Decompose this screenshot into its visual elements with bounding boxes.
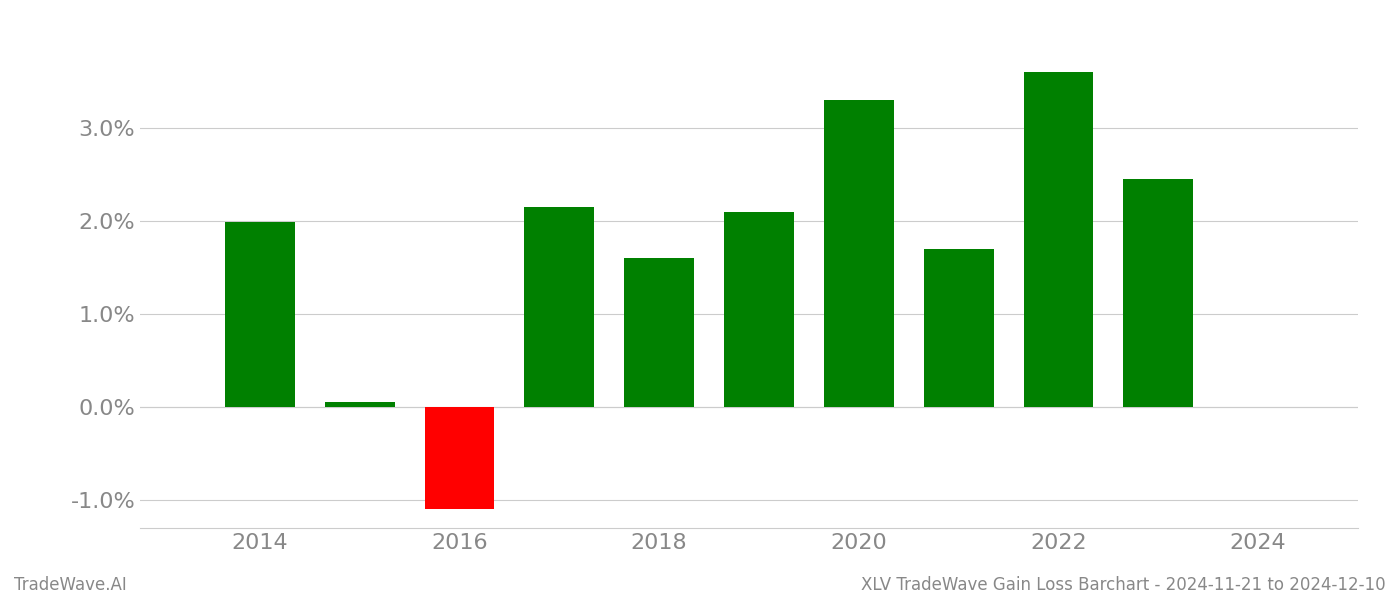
Bar — [1023, 72, 1093, 407]
Bar — [424, 407, 494, 509]
Bar — [525, 207, 594, 407]
Bar — [1123, 179, 1193, 407]
Text: XLV TradeWave Gain Loss Barchart - 2024-11-21 to 2024-12-10: XLV TradeWave Gain Loss Barchart - 2024-… — [861, 576, 1386, 594]
Bar — [924, 249, 994, 407]
Text: TradeWave.AI: TradeWave.AI — [14, 576, 127, 594]
Bar — [724, 212, 794, 407]
Bar — [225, 222, 295, 407]
Bar — [624, 258, 694, 407]
Bar — [325, 403, 395, 407]
Bar — [823, 100, 893, 407]
